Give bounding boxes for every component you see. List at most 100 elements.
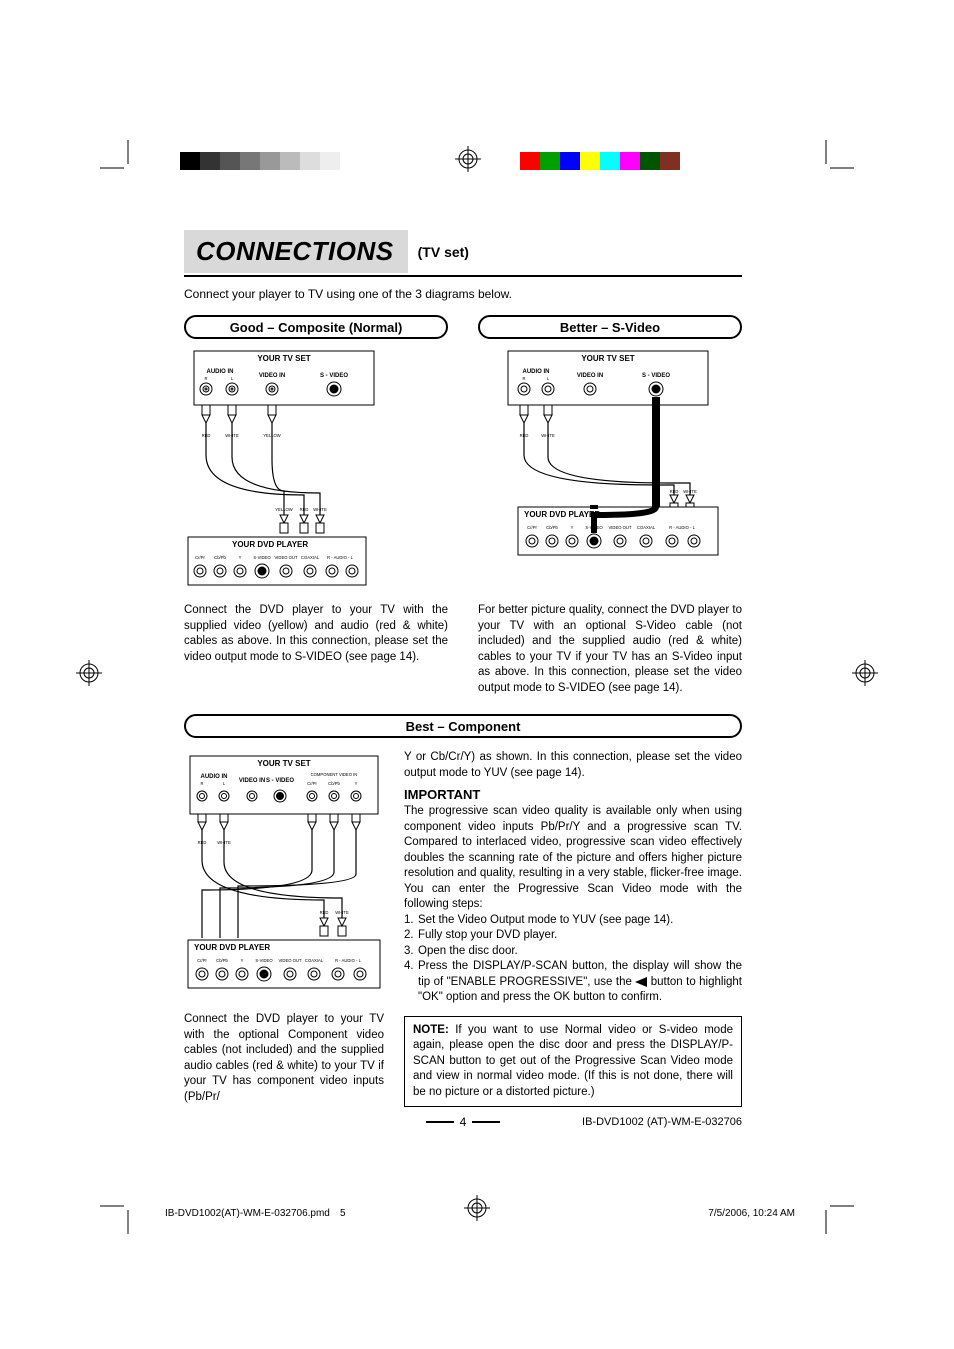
note-box: NOTE: If you want to use Normal video or…: [404, 1016, 742, 1108]
best-left-column: YOUR TV SET AUDIO IN R L VIDEO IN S - VI…: [184, 750, 384, 1107]
svg-text:YOUR DVD PLAYER: YOUR DVD PLAYER: [232, 540, 308, 549]
step-2: Fully stop your DVD player.: [418, 928, 742, 944]
doc-id: IB-DVD1002 (AT)-WM-E-032706: [582, 1116, 742, 1128]
good-paragraph: Connect the DVD player to your TV with t…: [184, 603, 448, 665]
svg-text:Cr/Pr: Cr/Pr: [527, 525, 537, 530]
svg-text:R: R: [200, 781, 203, 786]
svg-text:Y: Y: [571, 525, 574, 530]
svg-text:COAXIAL: COAXIAL: [305, 958, 324, 963]
crop-mark-tr: [814, 140, 854, 180]
good-tv-title: YOUR TV SET: [257, 354, 310, 363]
best-diagram: YOUR TV SET AUDIO IN R L VIDEO IN S - VI…: [184, 750, 384, 1000]
svg-text:AUDIO IN: AUDIO IN: [207, 369, 234, 375]
svg-text:VIDEO OUT: VIDEO OUT: [274, 555, 297, 560]
dash-right-icon: [472, 1118, 500, 1126]
step-3: Open the disc door.: [418, 944, 742, 960]
svg-text:AUDIO IN: AUDIO IN: [523, 369, 550, 375]
svg-text:COMPONENT VIDEO IN: COMPONENT VIDEO IN: [311, 772, 358, 777]
svg-text:YOUR DVD PLAYER: YOUR DVD PLAYER: [524, 510, 600, 519]
crop-mark-tl: [100, 140, 140, 180]
svg-text:Cb/Pb: Cb/Pb: [214, 555, 226, 560]
svg-text:YELLOW: YELLOW: [275, 507, 293, 512]
better-pill: Better – S-Video: [478, 315, 742, 339]
good-pill: Good – Composite (Normal): [184, 315, 448, 339]
footer-timestamp: 7/5/2006, 10:24 AM: [708, 1208, 795, 1219]
svg-text:VIDEO OUT: VIDEO OUT: [278, 958, 301, 963]
svg-text:S-VIDEO: S-VIDEO: [253, 555, 271, 560]
svg-text:R - AUDIO - L: R - AUDIO - L: [335, 958, 361, 963]
footer-sheet: 5: [340, 1208, 346, 1219]
intro-text: Connect your player to TV using one of t…: [184, 287, 742, 301]
svg-text:Y: Y: [239, 555, 242, 560]
svg-text:Cr/Pr: Cr/Pr: [195, 555, 205, 560]
svg-text:YOUR TV SET: YOUR TV SET: [581, 354, 634, 363]
best-pill: Best – Component: [184, 714, 742, 738]
important-heading: IMPORTANT: [404, 787, 742, 802]
important-paragraph: The progressive scan video quality is av…: [404, 804, 742, 913]
svg-text:R: R: [204, 376, 207, 381]
svg-text:Cb/Pb: Cb/Pb: [546, 525, 558, 530]
better-column: Better – S-Video YOUR TV SET AUDIO IN R …: [478, 315, 742, 696]
svg-text:R - AUDIO - L: R - AUDIO - L: [327, 555, 353, 560]
svg-text:S - VIDEO: S - VIDEO: [320, 373, 348, 379]
svg-text:Cb/Pb: Cb/Pb: [216, 958, 228, 963]
crosshair-left: [76, 660, 102, 686]
steps-list: 1.Set the Video Output mode to YUV (see …: [404, 913, 742, 1006]
svg-text:Y: Y: [355, 781, 358, 786]
svg-text:VIDEO OUT: VIDEO OUT: [608, 525, 631, 530]
svg-text:S - VIDEO: S - VIDEO: [266, 778, 294, 784]
crosshair-right: [852, 660, 878, 686]
svg-text:COAXIAL: COAXIAL: [301, 555, 320, 560]
svg-text:WHITE: WHITE: [683, 489, 697, 494]
footer-meta: IB-DVD1002(AT)-WM-E-032706.pmd 5 7/5/200…: [165, 1208, 795, 1219]
svg-text:S - VIDEO: S - VIDEO: [642, 373, 670, 379]
svg-text:Cr/Pr: Cr/Pr: [307, 781, 317, 786]
best-right-column: Y or Cb/Cr/Y) as shown. In this connecti…: [404, 750, 742, 1107]
left-arrow-icon: [635, 977, 647, 987]
page-title: CONNECTIONS: [184, 230, 408, 273]
crop-mark-br: [814, 1194, 854, 1234]
dash-left-icon: [426, 1118, 454, 1126]
page: CONNECTIONS (TV set) Connect your player…: [0, 0, 954, 1349]
top-diagrams-row: Good – Composite (Normal) YOUR TV SET AU…: [184, 315, 742, 696]
svg-text:Y: Y: [241, 958, 244, 963]
best-left-paragraph: Connect the DVD player to your TV with t…: [184, 1012, 384, 1105]
title-row: CONNECTIONS (TV set): [184, 230, 742, 277]
crop-mark-bl: [100, 1194, 140, 1234]
svg-text:RED: RED: [300, 507, 309, 512]
svg-text:AUDIO IN: AUDIO IN: [201, 774, 228, 780]
svg-text:RED: RED: [670, 489, 679, 494]
rgb-bar: [520, 152, 700, 170]
page-number-row: 4 IB-DVD1002 (AT)-WM-E-032706: [184, 1115, 742, 1129]
svg-text:Cr/Pr: Cr/Pr: [197, 958, 207, 963]
svg-text:YOUR TV SET: YOUR TV SET: [257, 759, 310, 768]
registration-top: [0, 130, 954, 190]
better-diagram: YOUR TV SET AUDIO IN R L VIDEO IN S - VI…: [478, 345, 742, 595]
svg-text:R - AUDIO - L: R - AUDIO - L: [669, 525, 695, 530]
svg-text:COAXIAL: COAXIAL: [637, 525, 656, 530]
svg-text:RED: RED: [320, 910, 329, 915]
title-subtitle: (TV set): [418, 244, 469, 260]
best-right-top: Y or Cb/Cr/Y) as shown. In this connecti…: [404, 750, 742, 781]
svg-text:VIDEO IN: VIDEO IN: [259, 373, 285, 379]
good-column: Good – Composite (Normal) YOUR TV SET AU…: [184, 315, 448, 696]
svg-text:VIDEO IN: VIDEO IN: [577, 373, 603, 379]
content-area: CONNECTIONS (TV set) Connect your player…: [184, 230, 742, 1129]
good-diagram: YOUR TV SET AUDIO IN R L VIDEO IN S - VI…: [184, 345, 448, 595]
svg-text:YOUR DVD PLAYER: YOUR DVD PLAYER: [194, 943, 270, 952]
page-number: 4: [460, 1115, 467, 1129]
step-4: Press the DISPLAY/P-SCAN button, the dis…: [418, 959, 742, 1006]
grayscale-bar: [180, 152, 380, 170]
best-section: Best – Component YOUR TV SET AUDIO IN R …: [184, 714, 742, 1107]
step-1: Set the Video Output mode to YUV (see pa…: [418, 913, 742, 929]
footer-file: IB-DVD1002(AT)-WM-E-032706.pmd: [165, 1208, 330, 1219]
crosshair-top: [455, 146, 481, 172]
svg-text:WHITE: WHITE: [335, 910, 349, 915]
svg-text:R: R: [522, 376, 525, 381]
svg-text:Cb/Pb: Cb/Pb: [328, 781, 340, 786]
svg-text:WHITE: WHITE: [313, 507, 327, 512]
svg-text:S-VIDEO: S-VIDEO: [255, 958, 273, 963]
svg-text:VIDEO IN: VIDEO IN: [239, 778, 265, 784]
better-paragraph: For better picture quality, connect the …: [478, 603, 742, 696]
note-text: NOTE: If you want to use Normal video or…: [413, 1024, 733, 1098]
